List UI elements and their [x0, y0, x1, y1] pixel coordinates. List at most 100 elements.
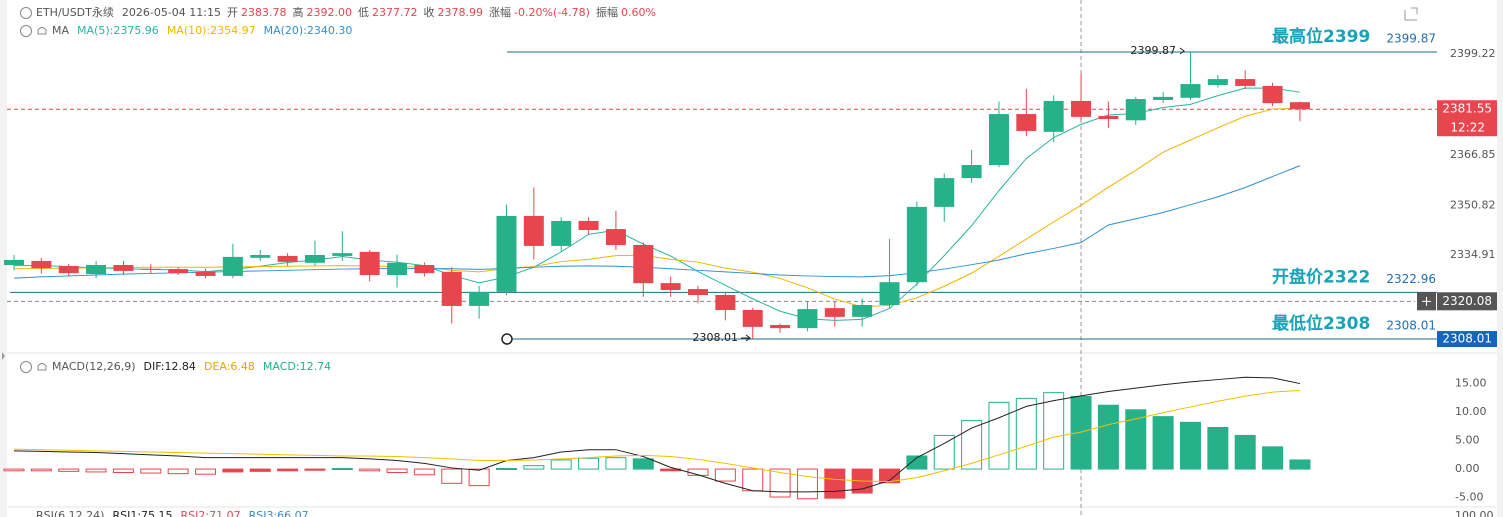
candle-body — [58, 265, 79, 274]
legend-title: MACD(12,26,9) — [52, 360, 136, 373]
legend-entry: RSI2:71.07 — [181, 509, 241, 517]
plus-icon — [1422, 296, 1431, 306]
left-handle[interactable] — [0, 0, 7, 517]
ohlc-value: 0.60% — [621, 6, 656, 19]
macd-bar — [578, 457, 600, 470]
candle-body — [551, 220, 572, 246]
candle-body — [605, 229, 626, 245]
collapse-icon[interactable] — [20, 25, 32, 37]
candle-body — [496, 215, 517, 292]
ohlc-value: 2377.72 — [372, 6, 418, 19]
ohlc-label: 高 — [293, 5, 304, 19]
macd-bar — [3, 468, 25, 472]
candle-body — [277, 255, 298, 262]
candle-body — [824, 308, 845, 317]
candle-body — [523, 215, 544, 246]
macd-bar — [1262, 446, 1284, 470]
y-tick-label: 2399.22 — [1450, 47, 1496, 60]
macd-bar — [632, 458, 654, 470]
candle-body — [86, 265, 107, 275]
macd-bar — [879, 468, 901, 484]
symbol: ETH/USDT永续 — [36, 5, 114, 19]
macd-bar — [1125, 409, 1147, 470]
macd-bar — [1015, 397, 1037, 470]
collapse-icon[interactable] — [20, 361, 32, 373]
candle-body — [988, 114, 1009, 165]
candle-body — [1043, 100, 1064, 132]
candle-body — [1235, 79, 1256, 86]
candle-body — [1262, 85, 1283, 104]
ohlc-value: -0.20%(-4.78) — [514, 6, 590, 19]
right-handle[interactable] — [1497, 0, 1503, 517]
macd-bar — [441, 468, 463, 484]
candle-body — [195, 271, 216, 276]
y-tick-label: 0.00 — [1455, 462, 1480, 475]
macd-bar — [906, 455, 928, 470]
candle-body — [222, 256, 243, 276]
y-tick-label: -5.00 — [1455, 491, 1483, 504]
macd-bar — [988, 401, 1010, 470]
candle-body — [906, 206, 927, 283]
macd-bar — [112, 468, 134, 474]
macd-bar — [195, 468, 217, 475]
ohlc-value: 2392.00 — [307, 6, 353, 19]
macd-bar — [386, 468, 408, 474]
candle-body — [168, 269, 189, 274]
candle-body — [387, 262, 408, 275]
expand-icon[interactable] — [1404, 7, 1418, 21]
macd-bar — [1289, 459, 1311, 470]
y-tick-label: 100.00 — [1455, 509, 1494, 517]
macd-bar — [1207, 426, 1229, 470]
y-tick-label: 10.00 — [1455, 405, 1487, 418]
macd-bar — [359, 468, 381, 472]
candle-body — [1289, 102, 1310, 110]
candle-body — [633, 245, 654, 284]
header-info: ETH/USDT永续 2026-05-04 11:15 开 2383.78 高 2392.… — [36, 5, 656, 19]
y-tick-label: 2350.82 — [1450, 198, 1496, 211]
macd-bar — [1043, 392, 1065, 470]
level-title: 最低位2308 — [1272, 313, 1370, 334]
alert-icon[interactable] — [37, 27, 47, 35]
candle-body — [31, 260, 52, 269]
macd-bar — [249, 468, 271, 472]
legend-entry: RSI3:66.07 — [249, 509, 309, 517]
marker-arrow — [1179, 47, 1185, 55]
macd-bar — [167, 468, 189, 475]
candle-body — [742, 310, 763, 327]
candle-body — [660, 283, 681, 290]
candle-body — [414, 265, 435, 274]
legend-entry: MA(5):2375.96 — [77, 24, 159, 37]
alert-icon[interactable] — [37, 363, 47, 371]
macd-bar — [413, 468, 435, 476]
candle-body — [770, 325, 791, 329]
last-price-box — [1437, 100, 1497, 137]
marker-arrow — [741, 334, 751, 342]
legend-entry: DIF:12.84 — [144, 360, 196, 373]
left-arrow — [2, 352, 5, 360]
rsi-legend: RSI(6,12,24) RSI1:75.15 RSI2:71.07 RSI3:66.… — [36, 509, 309, 517]
candle-body — [688, 289, 708, 295]
ohlc-label: 开 — [227, 6, 238, 19]
legend-title: MA — [52, 24, 69, 37]
macd-bar — [222, 468, 244, 473]
y-tick-label: 2334.91 — [1450, 248, 1496, 261]
last-price-label: 2381.55 — [1442, 102, 1492, 116]
ma-legend: MA MA(5):2375.96 MA(10):2354.97 MA(20):2340… — [52, 24, 352, 37]
level-title: 开盘价2322 — [1272, 266, 1370, 287]
candle-body — [1125, 99, 1146, 121]
level-title: 最高位2399 — [1272, 26, 1370, 47]
candle-body — [934, 178, 955, 207]
ohlc-label: 涨幅 — [489, 6, 511, 19]
macd-bar — [796, 468, 818, 500]
candle-body — [250, 255, 271, 258]
candle-body — [304, 255, 325, 263]
low-label: 2308.01 — [1442, 332, 1492, 346]
candle-body — [715, 295, 736, 310]
collapse-icon[interactable] — [20, 7, 32, 19]
macd-bar — [277, 468, 299, 472]
candle-body — [1071, 100, 1092, 117]
y-tick-label: 2366.85 — [1450, 148, 1496, 161]
candle-body — [1207, 79, 1228, 85]
